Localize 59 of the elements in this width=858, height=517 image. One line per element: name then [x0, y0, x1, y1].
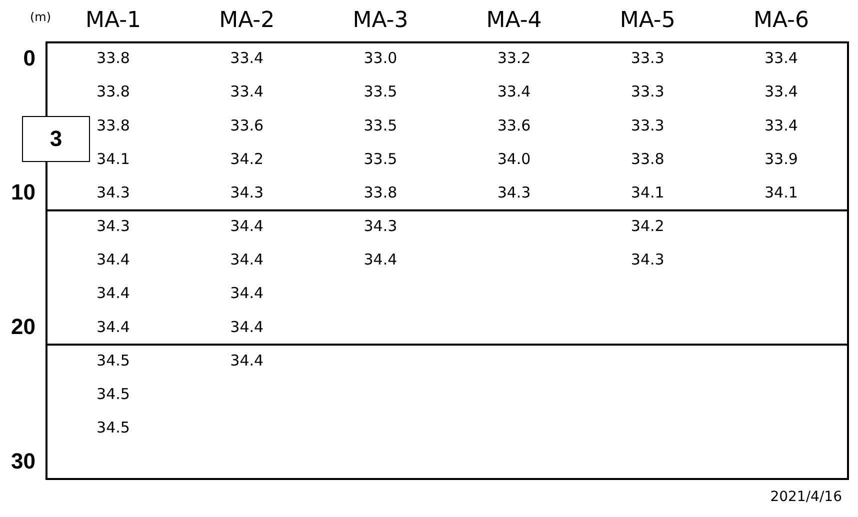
data-label: 33.6 — [497, 116, 531, 134]
data-label: 34.2 — [230, 150, 264, 168]
data-label: 34.5 — [96, 384, 130, 403]
data-label: 34.3 — [230, 183, 264, 202]
data-label: 33.8 — [96, 49, 130, 68]
data-label: 34.3 — [497, 183, 531, 202]
data-label: 34.4 — [230, 351, 264, 370]
data-label: 33.4 — [230, 82, 264, 101]
data-label: 34.2 — [630, 217, 664, 236]
data-label: 33.2 — [497, 49, 531, 68]
y-tick-label: 20 — [10, 314, 36, 339]
data-label: 34.3 — [96, 183, 130, 202]
data-label: 33.4 — [764, 82, 798, 101]
data-label: 34.4 — [96, 318, 130, 336]
data-label: 33.3 — [630, 49, 664, 68]
data-label: 34.1 — [96, 150, 130, 168]
data-label: 33.4 — [764, 49, 798, 68]
data-label: 33.5 — [364, 82, 398, 101]
data-label: 34.4 — [96, 284, 130, 302]
x-tick-label: MA-5 — [620, 8, 676, 33]
data-label: 34.1 — [764, 183, 798, 202]
data-label: 34.3 — [364, 217, 398, 236]
x-tick-label: MA-2 — [219, 8, 275, 33]
y-axis-title: (m) — [30, 10, 52, 24]
data-label: 34.1 — [630, 183, 664, 202]
data-label: 34.3 — [630, 250, 664, 269]
data-label: 33.3 — [630, 116, 664, 134]
data-label: 34.3 — [96, 217, 130, 236]
data-label: 34.4 — [364, 250, 398, 269]
x-tick-label: MA-6 — [753, 8, 809, 33]
data-label: 34.0 — [497, 150, 531, 168]
data-label: 34.4 — [96, 250, 130, 269]
text: 2021/4/16 — [770, 489, 842, 505]
data-label: 33.6 — [230, 116, 264, 134]
data-label: 34.4 — [230, 318, 264, 336]
data-label: 33.4 — [764, 116, 798, 134]
data-label: 34.4 — [230, 217, 264, 236]
data-label: 33.3 — [630, 82, 664, 101]
data-label: 33.8 — [630, 150, 664, 168]
y-tick-label: 10 — [10, 180, 36, 205]
data-label: 33.8 — [364, 183, 398, 202]
data-label: 33.5 — [364, 116, 398, 134]
data-label: 34.5 — [96, 418, 130, 437]
y-tick-label: 0 — [23, 45, 36, 70]
y-tick-label: 30 — [10, 448, 36, 474]
data-label: 33.4 — [497, 82, 531, 101]
data-label: 33.0 — [364, 49, 398, 68]
data-label: 33.5 — [364, 150, 398, 168]
data-label: 34.4 — [230, 284, 264, 302]
data-label: 33.4 — [230, 49, 264, 68]
x-tick-label: MA-4 — [486, 8, 542, 33]
x-tick-label: MA-3 — [352, 8, 408, 33]
x-tick-label: MA-1 — [86, 8, 142, 33]
data-label: 34.5 — [96, 351, 130, 370]
data-label: 33.8 — [96, 82, 130, 101]
annotation: 3 — [22, 116, 90, 162]
data-label: 34.4 — [230, 250, 264, 269]
data-label: 33.8 — [96, 116, 130, 134]
data-label: 33.9 — [764, 150, 798, 168]
